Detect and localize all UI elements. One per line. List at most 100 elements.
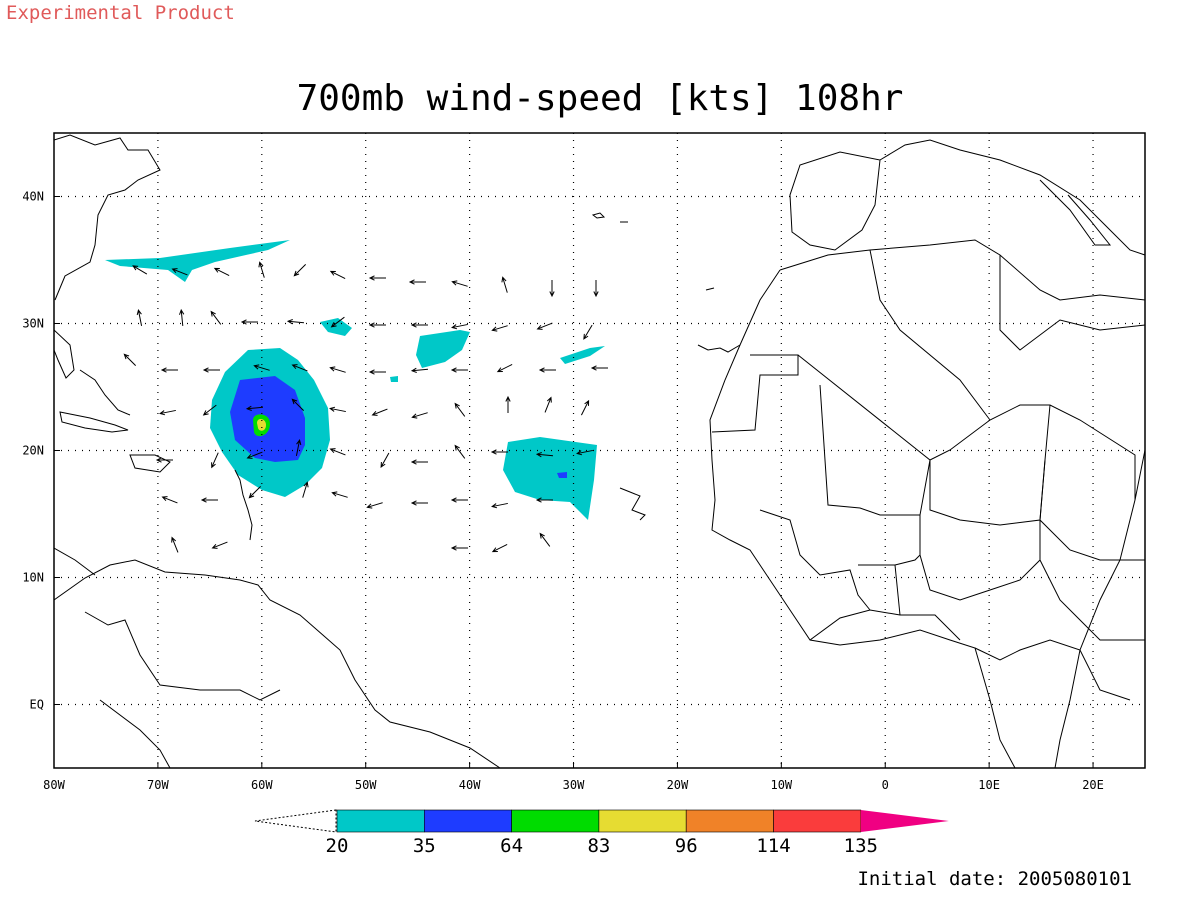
cape-verde-islands (619, 487, 646, 521)
colorbar-left-arrow (254, 809, 337, 833)
colorbar-level-label: 135 (844, 835, 878, 857)
wind-arrow (330, 316, 345, 328)
wind-arrow (202, 367, 220, 373)
niger-border (929, 404, 1051, 526)
colorbar-level-label: 114 (756, 835, 790, 857)
plot-frame (53, 132, 1146, 769)
north-america-coast (54, 134, 161, 301)
wind-arrow (371, 408, 388, 416)
graticule (53, 133, 1145, 768)
wind-arrow (329, 366, 346, 373)
wind-arrow (576, 449, 593, 456)
longitude-axis-labels: 80W 70W 60W 50W 40W 30W 20W 10W 0 10E 20E (43, 778, 1104, 792)
wind-arrow (539, 532, 551, 547)
islands (79, 212, 741, 541)
lat-tick-label: 40N (22, 190, 44, 204)
cuba-coast (59, 411, 129, 433)
europe-coast (879, 139, 1145, 256)
wind-arrow (496, 363, 513, 373)
colorbar-level-label: 20 (326, 835, 349, 857)
algeria-border (869, 249, 991, 421)
wind-arrow (535, 452, 554, 458)
map-content (54, 134, 1145, 768)
chad-border (1039, 459, 1145, 561)
shade-band-north (105, 240, 290, 282)
wind-arrow (580, 399, 590, 416)
lat-tick-label: 30N (22, 317, 44, 331)
wind-arrow (211, 541, 228, 549)
wind-arrow (171, 536, 179, 553)
lon-tick-label: 70W (147, 778, 169, 792)
wind-arrow (490, 449, 508, 455)
wind-arrow (123, 353, 137, 367)
coastlines (54, 134, 1145, 768)
wind-arrow (450, 497, 468, 503)
sahara-border-1 (711, 354, 799, 433)
latitude-axis-labels: 40N 30N 20N 10N EQ (22, 190, 44, 712)
florida-coast (54, 329, 75, 379)
congo-border (974, 639, 1131, 701)
colorbar-box (423, 809, 512, 833)
wind-arrow (329, 270, 346, 280)
wind-arrow (549, 280, 555, 298)
colorbar: 20 35 64 83 96 114 135 (254, 809, 949, 857)
hispaniola-coast (129, 454, 171, 473)
experimental-product-label: Experimental Product (6, 2, 235, 24)
wind-arrow (171, 268, 188, 276)
mali-border (819, 384, 931, 516)
wind-arrow (544, 396, 552, 413)
wind-arrow (329, 448, 346, 456)
madeira-island (705, 287, 715, 291)
wind-arrow (380, 452, 390, 468)
wind-arrow (159, 409, 176, 416)
canary-islands (697, 344, 741, 353)
wind-arrow (286, 319, 305, 325)
wind-arrow (593, 280, 599, 298)
wind-arrow (491, 502, 508, 509)
colorbar-box (685, 809, 774, 833)
iberia-coast (789, 151, 881, 251)
colorbar-box (511, 809, 600, 833)
wind-arrow (293, 263, 307, 277)
wind-arrow (538, 367, 556, 373)
wind-arrow (200, 497, 218, 503)
wind-arrow (136, 309, 143, 326)
wind-arrow (211, 452, 219, 469)
bahamas-islands (79, 369, 131, 416)
wind-arrow (450, 367, 468, 373)
central-america-coast (54, 547, 96, 576)
libya-border (999, 255, 1145, 351)
wind-arrow (213, 267, 230, 277)
wind-arrow (179, 308, 185, 327)
wind-arrow (202, 404, 217, 416)
wind-arrow (410, 459, 428, 465)
wind-arrow (258, 261, 265, 278)
wind-arrow (411, 412, 428, 419)
lon-tick-label: 30W (563, 778, 585, 792)
wind-arrow (454, 402, 466, 417)
wind-arrow (132, 265, 148, 275)
wind-arrow (248, 485, 262, 499)
wind-arrow (501, 276, 508, 293)
wind-arrow (366, 502, 383, 509)
lon-tick-label: 60W (251, 778, 273, 792)
lon-tick-label: 10E (978, 778, 1000, 792)
wind-arrow (583, 324, 593, 340)
wind-arrow (491, 543, 508, 553)
shade-spot-395-380 (390, 376, 398, 382)
lat-tick-label: EQ (30, 698, 44, 712)
lon-tick-label: 10W (770, 778, 792, 792)
wind-arrow (291, 398, 305, 412)
colorbar-box (336, 809, 425, 833)
wind-arrow (160, 367, 178, 373)
south-america-coast (54, 559, 501, 768)
andes-border (99, 699, 171, 768)
wind-arrow (451, 280, 468, 287)
wind-arrow (450, 545, 468, 551)
central-africa-border (1039, 559, 1145, 641)
shade-blob-420-340 (416, 330, 470, 368)
wind-arrow (410, 322, 428, 328)
nigeria-border (919, 515, 1041, 601)
wind-arrow (329, 406, 346, 413)
